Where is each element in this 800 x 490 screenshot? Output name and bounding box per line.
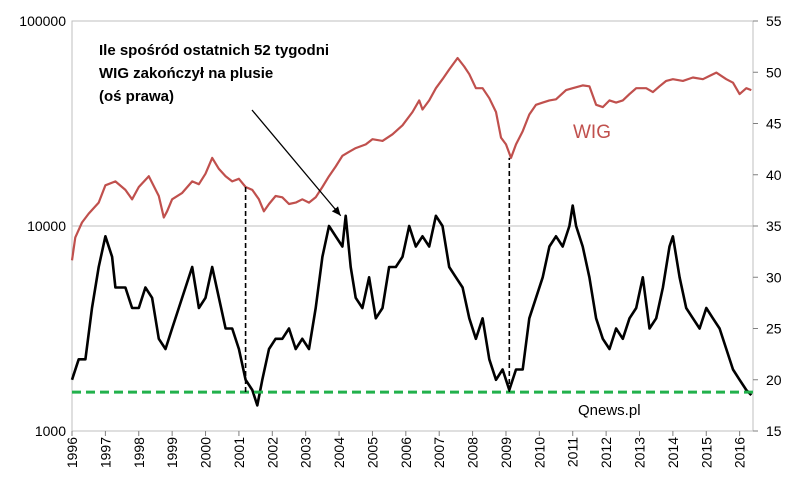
x-tick-label: 2008 — [465, 437, 481, 468]
x-tick-label: 1996 — [64, 437, 80, 468]
wig-series-label: WIG — [573, 122, 611, 143]
gridlines — [72, 20, 753, 432]
y-right-tick-label: 55 — [766, 13, 782, 29]
annotation-arrow — [251, 109, 342, 217]
x-tick-label: 2014 — [665, 437, 681, 468]
x-tick-label: 2003 — [298, 437, 314, 468]
x-axis-ticks: 1996 1997 1998 1999 2000 2001 2002 2003 2004 2005… — [64, 431, 748, 468]
source-label: Qnews.pl — [578, 402, 641, 419]
x-tick-label: 2000 — [198, 437, 214, 468]
y-right-tick-label: 45 — [766, 116, 782, 132]
x-tick-label: 1997 — [97, 437, 113, 468]
y-right-tick-label: 15 — [766, 423, 782, 439]
y-right-tick-label: 40 — [766, 167, 782, 183]
annotation-line-1: Ile spośród ostatnich 52 tygodni — [99, 42, 329, 59]
x-tick-label: 2011 — [565, 437, 581, 467]
x-tick-label: 2002 — [264, 437, 280, 468]
x-tick-label: 2006 — [398, 437, 414, 468]
series-layer — [70, 56, 753, 407]
annotation-line-3: (oś prawa) — [99, 88, 174, 105]
x-tick-label: 2013 — [632, 437, 648, 468]
annotation-line-2: WIG zakończył na plusie — [99, 65, 273, 82]
annotation-layer: Ile spośród ostatnich 52 tygodni WIG zak… — [99, 42, 641, 419]
right-axis-ticks: 15 20 25 30 35 40 45 50 55 — [753, 13, 782, 439]
x-tick-label: 2012 — [598, 437, 614, 468]
x-tick-label: 2004 — [331, 437, 347, 468]
y-right-tick-label: 50 — [766, 64, 782, 80]
x-tick-label: 2007 — [431, 437, 447, 468]
x-tick-label: 2015 — [698, 437, 714, 468]
weekly-gains-count-line — [70, 204, 753, 407]
x-tick-label: 1998 — [131, 437, 147, 468]
y-left-tick-label: 1000 — [35, 423, 66, 439]
left-axis-ticks: 1000 10000 100000 — [19, 13, 66, 439]
x-tick-label: 2005 — [364, 437, 380, 468]
y-right-tick-label: 20 — [766, 372, 782, 388]
x-tick-label: 1999 — [164, 437, 180, 468]
x-tick-label: 2001 — [231, 437, 247, 468]
wig-line — [70, 56, 752, 261]
y-left-tick-label: 100000 — [19, 13, 66, 29]
x-tick-label: 2009 — [498, 437, 514, 468]
x-tick-label: 2016 — [732, 437, 748, 468]
y-left-tick-label: 10000 — [27, 218, 66, 234]
x-tick-label: 2010 — [531, 437, 547, 468]
y-right-tick-label: 35 — [766, 218, 782, 234]
y-right-tick-label: 30 — [766, 269, 782, 285]
y-right-tick-label: 25 — [766, 321, 782, 337]
